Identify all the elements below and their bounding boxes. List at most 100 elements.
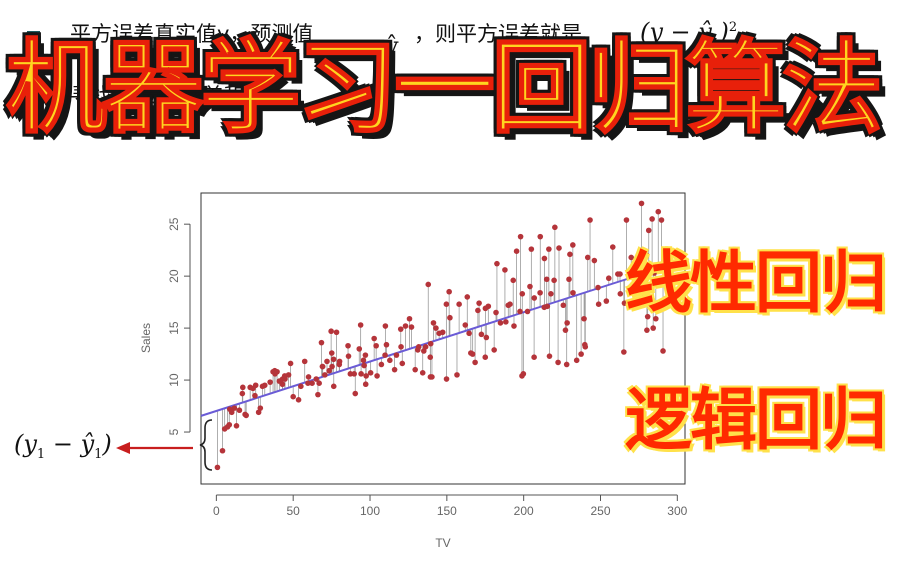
data-point (595, 284, 601, 291)
data-point (528, 246, 535, 252)
data-point (581, 315, 587, 322)
data-point (494, 260, 500, 267)
data-point (634, 265, 640, 271)
y-tick-label: 5 (167, 428, 181, 435)
data-point (319, 363, 326, 370)
data-point (491, 347, 497, 353)
x-tick-label: 150 (437, 504, 457, 518)
data-point (591, 257, 598, 264)
data-point (367, 369, 374, 376)
data-point (219, 447, 226, 454)
data-point (313, 376, 320, 382)
data-point (531, 295, 538, 301)
data-point (329, 363, 335, 370)
residual-label-open: (y (14, 430, 37, 458)
data-point (399, 360, 406, 367)
data-point (660, 348, 666, 354)
residual-label-close: ) (102, 430, 112, 458)
data-point (330, 356, 337, 363)
data-point (537, 233, 544, 240)
residual-arrowhead (116, 442, 130, 454)
data-point (469, 351, 476, 357)
data-point (628, 254, 635, 261)
residual-label-mid: − ŷ (45, 430, 95, 458)
data-point (639, 289, 645, 296)
residual-brace (199, 419, 213, 471)
x-tick-label: 300 (667, 504, 687, 518)
data-point (412, 366, 418, 373)
data-point (430, 320, 437, 326)
data-point (345, 342, 351, 349)
data-point (651, 270, 658, 276)
bullet-icon (27, 31, 40, 44)
residual-label: (y1 − ŷ1) (14, 430, 112, 462)
data-point (387, 357, 393, 364)
data-point (305, 374, 312, 380)
data-point (252, 392, 258, 399)
data-point (360, 357, 367, 364)
y-tick-label: 10 (167, 373, 181, 387)
data-point (517, 233, 524, 240)
data-point (653, 315, 659, 322)
x-tick-label: 100 (360, 504, 380, 518)
data-point (214, 464, 221, 471)
data-point (373, 342, 379, 349)
data-point (322, 372, 328, 378)
yhat-symbol: ŷ (385, 32, 399, 60)
data-point (531, 354, 537, 361)
data-point (328, 350, 335, 356)
data-point (397, 326, 404, 332)
data-point (328, 328, 334, 335)
slide-text-line1b: ，则平方误差就是 (414, 22, 582, 46)
data-point (357, 322, 364, 328)
data-point (658, 217, 665, 223)
data-point (415, 344, 422, 350)
data-point (257, 405, 264, 411)
data-point (362, 381, 369, 388)
data-point (587, 217, 593, 223)
video-title: 机器学习一回归算法 (5, 29, 884, 147)
slide-text-line1: 平方误差真实值y，预测值 (70, 22, 314, 46)
data-point (374, 373, 380, 379)
data-point (361, 362, 367, 369)
data-point (295, 397, 302, 403)
data-point (655, 208, 662, 215)
data-point (425, 281, 432, 288)
data-point (555, 359, 561, 366)
data-point (513, 248, 520, 254)
data-point (443, 301, 450, 308)
data-point (537, 289, 543, 296)
data-point (267, 379, 273, 385)
data-point (510, 277, 517, 284)
data-point (247, 384, 253, 391)
data-point (621, 349, 627, 355)
data-point (643, 252, 650, 259)
data-point (563, 361, 570, 368)
data-point (239, 384, 246, 391)
data-point (524, 308, 531, 315)
data-point (609, 244, 616, 250)
data-point (464, 294, 471, 300)
data-point (429, 374, 435, 380)
data-point (436, 330, 442, 337)
data-points (214, 200, 671, 471)
data-point (347, 371, 354, 377)
data-point (330, 383, 337, 390)
data-point (398, 344, 404, 350)
data-point (623, 217, 630, 223)
data-point (472, 359, 478, 366)
data-point (497, 320, 504, 326)
data-point (527, 283, 533, 290)
data-point (228, 409, 235, 416)
data-point (318, 339, 325, 346)
residual-label-sub1: 1 (36, 446, 46, 462)
data-point (433, 325, 439, 331)
data-point (252, 382, 259, 389)
data-point (351, 371, 357, 377)
data-point (419, 369, 426, 376)
data-point (305, 380, 311, 386)
data-point (621, 300, 628, 306)
data-point (363, 373, 369, 379)
formula-exponent: 2 (728, 20, 738, 35)
data-point (447, 314, 453, 321)
